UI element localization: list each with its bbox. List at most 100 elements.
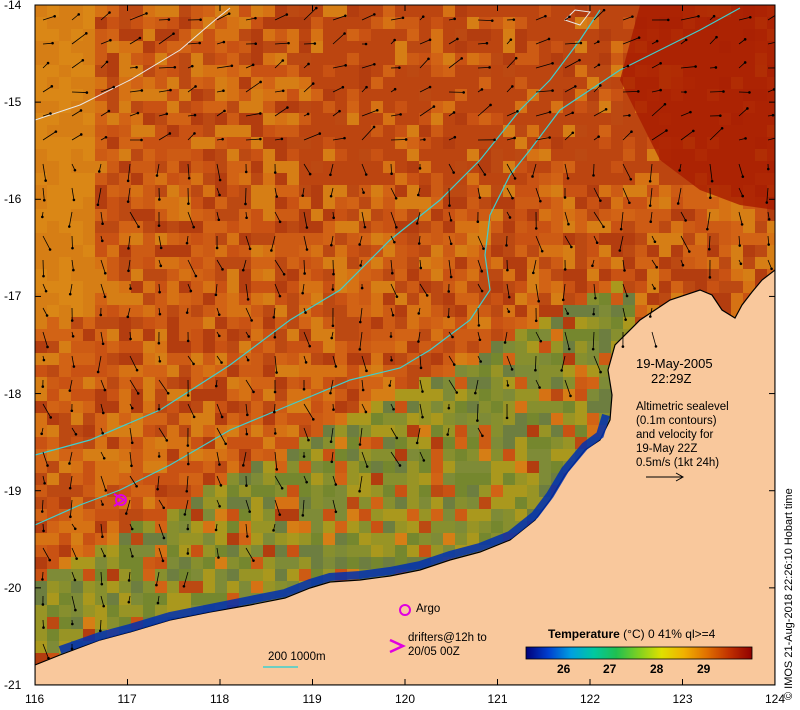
sst-pixel	[311, 269, 323, 281]
velocity-arrowhead	[131, 555, 134, 558]
sst-pixel	[311, 557, 323, 569]
velocity-arrow	[477, 42, 487, 45]
sst-pixel	[119, 389, 131, 401]
velocity-arrow	[156, 571, 160, 586]
velocity-arrow	[158, 89, 171, 93]
velocity-arrowhead	[393, 38, 396, 42]
sst-pixel	[251, 257, 263, 269]
sst-pixel	[671, 209, 683, 221]
velocity-arrow	[767, 235, 770, 245]
velocity-arrow	[361, 211, 366, 228]
sst-pixel	[107, 377, 119, 389]
velocity-arrow	[506, 283, 510, 298]
sst-pixel	[335, 329, 347, 341]
sst-pixel	[215, 161, 227, 173]
velocity-arrowhead	[455, 391, 459, 394]
velocity-arrowhead	[597, 135, 600, 138]
sst-pixel	[179, 125, 191, 137]
sst-pixel	[107, 161, 119, 173]
sst-pixel	[323, 137, 335, 149]
sst-pixel	[455, 89, 467, 101]
sst-pixel	[287, 341, 299, 353]
sst-pixel	[287, 77, 299, 89]
sst-pixel	[287, 89, 299, 101]
sst-pixel	[299, 485, 311, 497]
sst-pixel	[383, 209, 395, 221]
longitude-tick-label: 120	[395, 692, 416, 706]
velocity-arrowhead	[252, 390, 255, 394]
sst-pixel	[515, 185, 527, 197]
sst-pixel	[491, 233, 503, 245]
velocity-arrowhead	[130, 527, 134, 531]
sst-pixel	[359, 209, 371, 221]
sst-pixel	[383, 521, 395, 533]
velocity-arrowhead	[186, 394, 190, 397]
sst-pixel	[335, 449, 347, 461]
sst-pixel	[407, 173, 419, 185]
velocity-arrowhead	[490, 19, 494, 22]
sst-pixel	[239, 533, 251, 545]
velocity-arrowhead	[157, 224, 161, 227]
sst-pixel	[359, 437, 371, 449]
velocity-arrowhead	[241, 268, 245, 272]
velocity-arrow	[419, 86, 431, 93]
sst-pixel	[203, 173, 215, 185]
velocity-arrow	[129, 13, 147, 21]
velocity-arrow	[71, 59, 84, 69]
sst-pixel	[275, 137, 287, 149]
sst-pixel	[371, 557, 383, 569]
sst-pixel	[347, 353, 359, 365]
sst-pixel	[263, 101, 275, 113]
sst-pixel	[203, 329, 215, 341]
sst-pixel	[527, 149, 539, 161]
sst-pixel	[683, 269, 695, 281]
sst-pixel	[107, 329, 119, 341]
sst-pixel	[167, 557, 179, 569]
sst-pixel	[599, 293, 611, 305]
velocity-arrowhead	[42, 529, 45, 533]
sst-pixel	[155, 389, 167, 401]
velocity-arrowhead	[42, 626, 45, 629]
sst-pixel	[227, 149, 239, 161]
sst-pixel	[395, 425, 407, 437]
sst-pixel	[203, 413, 215, 425]
sst-pixel	[479, 437, 491, 449]
sst-pixel	[539, 113, 551, 125]
sst-pixel	[107, 425, 119, 437]
sst-pixel	[287, 389, 299, 401]
sst-pixel	[227, 53, 239, 65]
velocity-arrowhead	[566, 312, 570, 315]
sst-pixel	[743, 281, 755, 293]
sst-pixel	[275, 185, 287, 197]
sst-pixel	[83, 185, 95, 197]
sst-pixel	[359, 149, 371, 161]
sst-pixel	[71, 533, 83, 545]
sst-pixel	[695, 257, 707, 269]
velocity-arrow	[448, 163, 455, 173]
sst-pixel	[431, 437, 443, 449]
sst-pixel	[563, 197, 575, 209]
velocity-arrowhead	[476, 419, 479, 422]
sst-pixel	[251, 317, 263, 329]
sst-pixel	[371, 545, 383, 557]
map-date: 19-May-2005	[636, 356, 713, 371]
sst-pixel	[179, 329, 191, 341]
velocity-arrow	[125, 499, 131, 514]
sst-pixel	[371, 281, 383, 293]
sst-pixel	[143, 233, 155, 245]
velocity-arrowhead	[715, 35, 718, 39]
sst-pixel	[551, 281, 563, 293]
sst-pixel	[119, 173, 131, 185]
sst-pixel	[263, 281, 275, 293]
sst-pixel	[335, 365, 347, 377]
sst-pixel	[575, 377, 587, 389]
sst-pixel	[59, 497, 71, 509]
sst-pixel	[707, 221, 719, 233]
velocity-arrow	[274, 475, 283, 489]
sst-pixel	[167, 401, 179, 413]
sst-pixel	[143, 389, 155, 401]
drifter-symbol	[389, 638, 406, 654]
sst-pixel	[143, 269, 155, 281]
sst-pixel	[179, 29, 191, 41]
